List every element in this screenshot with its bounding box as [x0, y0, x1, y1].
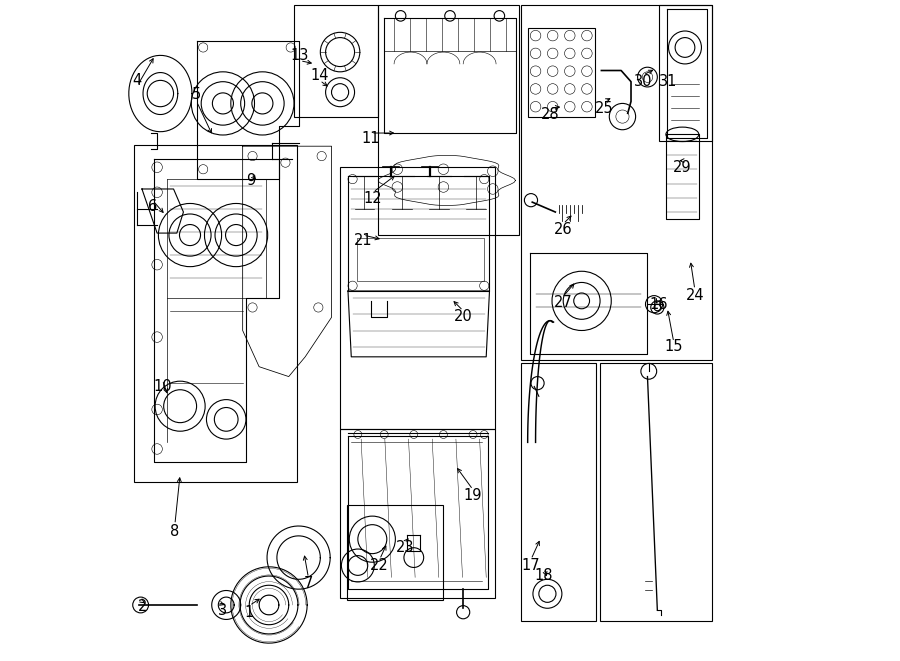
Text: 3: 3: [219, 603, 228, 618]
Text: 29: 29: [672, 160, 691, 175]
Text: 1: 1: [245, 605, 254, 620]
Text: 31: 31: [660, 74, 678, 89]
Text: 21: 21: [354, 233, 373, 249]
Text: 20: 20: [454, 309, 473, 323]
Text: 18: 18: [535, 568, 554, 583]
Text: 7: 7: [304, 576, 313, 592]
Text: 19: 19: [464, 488, 482, 502]
Text: 15: 15: [664, 340, 683, 354]
Text: 30: 30: [634, 74, 652, 89]
Text: 27: 27: [554, 295, 572, 310]
Text: 12: 12: [364, 191, 382, 206]
Text: 4: 4: [132, 73, 142, 88]
Text: 6: 6: [148, 199, 157, 214]
Text: 16: 16: [650, 297, 668, 312]
Text: 8: 8: [170, 524, 179, 539]
Text: 10: 10: [153, 379, 172, 394]
Text: 26: 26: [554, 222, 572, 237]
Text: 25: 25: [596, 100, 614, 116]
Text: 9: 9: [247, 173, 256, 188]
Text: 2: 2: [138, 600, 148, 615]
Text: 24: 24: [686, 288, 704, 303]
Text: 11: 11: [362, 131, 381, 146]
Text: 13: 13: [291, 48, 309, 63]
Text: 28: 28: [541, 107, 560, 122]
Text: 17: 17: [522, 558, 540, 573]
Text: 22: 22: [370, 558, 389, 573]
Text: 5: 5: [192, 87, 202, 102]
Text: 23: 23: [396, 540, 415, 555]
Text: 14: 14: [310, 67, 328, 83]
